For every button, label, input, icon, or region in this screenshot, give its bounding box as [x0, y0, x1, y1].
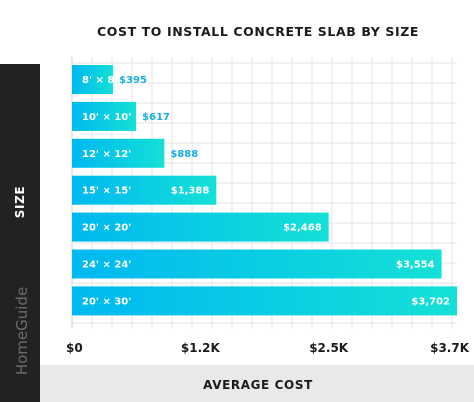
- bar: [72, 175, 217, 205]
- bar: [72, 286, 457, 316]
- x-tick-label: $1.2K: [181, 341, 221, 355]
- value-label: $3,554: [396, 260, 435, 271]
- category-label: 20' × 20': [82, 223, 131, 234]
- category-label: 24' × 24': [82, 260, 131, 271]
- x-tick-label: $3.7K: [430, 341, 470, 355]
- x-axis-label: AVERAGE COST: [203, 378, 313, 392]
- value-label: $3,702: [411, 296, 450, 307]
- category-label: 20' × 30': [82, 296, 131, 307]
- bar: [72, 249, 442, 279]
- value-label: $2,468: [283, 223, 322, 234]
- x-tick-label: $2.5K: [309, 341, 349, 355]
- bar: [72, 101, 137, 131]
- bar: [72, 212, 329, 242]
- category-label: 8' × 8': [82, 75, 117, 86]
- value-label: $395: [119, 75, 147, 86]
- x-axis-ticks: $0 $1.2K $2.5K $3.7K: [66, 341, 470, 355]
- value-label: $1,388: [171, 186, 210, 197]
- x-tick-label: $0: [66, 341, 83, 355]
- chart-title: COST TO INSTALL CONCRETE SLAB BY SIZE: [97, 24, 419, 39]
- category-label: 10' × 10': [82, 112, 131, 123]
- category-label: 15' × 15': [82, 186, 131, 197]
- category-label: 12' × 12': [82, 149, 131, 160]
- brand-logo: HomeGuide: [13, 287, 31, 375]
- y-axis-sidebar: [0, 64, 40, 402]
- x-axis-footer: [40, 365, 474, 402]
- y-axis-label: SIZE: [13, 186, 27, 218]
- bar: [72, 65, 114, 94]
- bar: [72, 138, 165, 168]
- value-label: $888: [170, 149, 198, 160]
- bars: 8' × 8' $395 10' × 10' $617 12' × 12' $888 15'…: [72, 65, 457, 316]
- value-label: $617: [142, 112, 170, 123]
